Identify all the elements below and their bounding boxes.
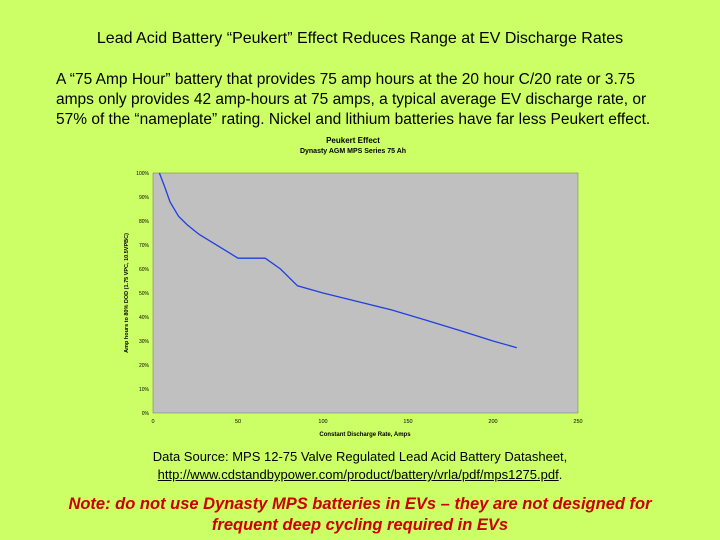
y-tick-label: 50% [139,291,150,297]
series-line [158,172,517,349]
y-tick-label: 90% [139,195,150,201]
x-tick-label: 200 [488,419,497,425]
chart-title: Peukert Effect [326,136,380,145]
chart-subtitle: Dynasty AGM MPS Series 75 Ah [300,148,406,155]
y-tick-label: 40% [139,315,150,321]
y-tick-label: 100% [136,171,149,177]
warning-note: Note: do not use Dynasty MPS batteries i… [0,494,720,536]
x-tick-label: 0 [151,419,154,425]
y-tick-label: 30% [139,339,150,345]
x-tick-label: 150 [403,419,412,425]
x-axis-label: Constant Discharge Rate, Amps [319,432,411,438]
y-axis: 0% 10% 20% 30% 40% 50% 60% 70% 80% 90% 100% [136,171,149,417]
source-text: Data Source: MPS 12-75 Valve Regulated L… [152,449,568,464]
source-link-line: http://www.cdstandbypower.com/product/ba… [0,466,720,484]
page-title: Lead Acid Battery “Peukert” Effect Reduc… [96,30,624,47]
x-tick-label: 50 [235,419,241,425]
warning-note-line-2: frequent deep cycling required in EVs [211,516,509,534]
source-link-suffix: . [558,467,563,482]
y-tick-label: 10% [139,387,150,393]
x-tick-label: 100 [318,419,327,425]
y-tick-label: 60% [139,267,150,273]
y-tick-label: 80% [139,219,150,225]
description-text: A “75 Amp Hour” battery that provides 75… [56,71,651,128]
plot-area [152,172,579,414]
source-link[interactable]: http://www.cdstandbypower.com/product/ba… [157,467,559,482]
y-tick-label: 70% [139,243,150,249]
x-tick-label: 250 [573,419,582,425]
y-axis-label: Amp hours to 80% DOD (1.75 VPC, 10.5VPBC… [124,233,130,353]
data-source: Data Source: MPS 12-75 Valve Regulated L… [0,448,720,484]
x-axis: 0 50 100 150 200 250 [151,419,582,425]
warning-note-line-1: Note: do not use Dynasty MPS batteries i… [68,495,652,513]
y-tick-label: 20% [139,363,150,369]
y-tick-label: 0% [142,411,150,417]
